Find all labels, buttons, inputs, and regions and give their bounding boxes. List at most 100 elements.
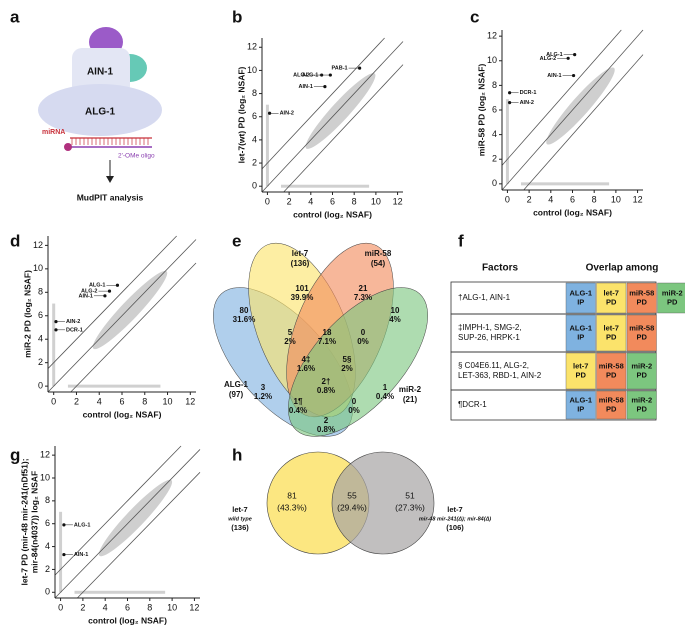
overlap-cell: [565, 390, 596, 420]
panel-letter: b: [232, 7, 242, 26]
point-cloud: [305, 73, 376, 149]
region-count: 51: [405, 490, 415, 500]
point: [103, 294, 107, 298]
set-name: miR-2: [399, 385, 422, 394]
x-tick-label: 2: [74, 396, 79, 406]
panel-letter: f: [458, 231, 464, 250]
set-circle: [331, 451, 435, 555]
region-count: 2†: [322, 377, 331, 386]
region-percent: (29.4%): [337, 502, 367, 512]
y-axis-label: let-7 PD (mir-48 mir-241(nDf51);: [19, 458, 29, 585]
x-axis-label: control (log₂ NSAF): [88, 615, 167, 625]
overlap-cell: [565, 314, 596, 352]
panel-letter: e: [232, 231, 241, 250]
factor-text: ¶DCR-1: [458, 400, 487, 409]
zero-column: [265, 104, 269, 187]
diagonal: [261, 41, 404, 193]
x-tick-label: 12: [633, 194, 643, 204]
label: ALG-1: [85, 107, 115, 118]
overlap-cell: [657, 282, 685, 314]
cell-label: miR-58: [599, 395, 624, 404]
cell-label: ALG-1: [570, 323, 593, 332]
cell-label: let-7: [573, 361, 588, 370]
cell-label: PD: [606, 370, 617, 379]
diagonal: [501, 29, 622, 166]
y-axis-label: miR-58 PD (log₂ NSAF): [476, 64, 486, 157]
y-tick-label: 8: [45, 495, 50, 505]
cell-label: let-7: [604, 323, 619, 332]
factor-text: SUP-26, HRPK-1: [458, 333, 520, 342]
region-percent: 1.2%: [254, 392, 272, 401]
point: [62, 523, 66, 527]
region-percent: 2%: [341, 364, 353, 373]
bead: [64, 143, 72, 151]
x-tick-label: 4: [97, 396, 102, 406]
set-ellipse: [288, 287, 428, 437]
y-tick-label: 2: [492, 154, 497, 164]
y-axis-label: let-7(wt) PD (log₂ NSAF): [236, 66, 246, 163]
point-label: PAB-1: [332, 66, 348, 72]
set-name: ALG-1: [224, 380, 249, 389]
region-count: 21: [359, 284, 368, 293]
x-tick-label: 8: [147, 602, 152, 612]
region-count: 2: [324, 416, 329, 425]
factor-text: ‡IMPH-1, SMG-2,: [458, 323, 522, 332]
point-label: AIN-1: [79, 293, 93, 299]
cell-label: let-7: [604, 288, 619, 297]
region-count: 55: [347, 490, 357, 500]
factor-text: § C04E6.11, ALG-2,: [458, 361, 529, 370]
region-percent: (27.3%): [395, 502, 425, 512]
x-tick-label: 10: [163, 396, 173, 406]
region-count: 1¶: [294, 397, 303, 406]
overlap-cell: [596, 314, 627, 352]
y-tick-label: 2: [45, 564, 50, 574]
region-percent: 1.6%: [297, 364, 315, 373]
y-tick-label: 12: [33, 240, 43, 250]
set-label: let-7: [447, 505, 462, 514]
cell-label: miR-58: [599, 361, 624, 370]
cell-label: miR-58: [629, 288, 654, 297]
y-tick-label: 12: [247, 42, 257, 52]
x-tick-label: 12: [185, 396, 195, 406]
point-label: ALG-1: [74, 522, 91, 528]
panel-letter: d: [10, 231, 20, 250]
point-label: ALG-2: [81, 289, 98, 295]
x-tick-label: 4: [548, 194, 553, 204]
x-tick-label: 6: [570, 194, 575, 204]
region-percent: 31.6%: [233, 315, 256, 324]
y-tick-label: 4: [45, 541, 50, 551]
set-count: (54): [371, 259, 386, 268]
region-percent: (43.3%): [277, 502, 307, 512]
point-label: AIN-2: [520, 100, 534, 106]
y-tick-label: 2: [38, 357, 43, 367]
overlap-cell: [626, 390, 657, 420]
cell-label: miR-58: [629, 323, 654, 332]
x-tick-label: 6: [330, 196, 335, 206]
point-cloud: [92, 270, 168, 350]
point: [115, 283, 120, 287]
region-count: 80: [240, 306, 249, 315]
zero-column: [52, 303, 56, 387]
y-tick-label: 10: [40, 472, 50, 482]
set-name: let-7: [292, 249, 309, 258]
diagonal: [47, 239, 197, 393]
cell-label: ALG-1: [570, 288, 593, 297]
point: [54, 328, 58, 332]
y-tick-label: 10: [487, 55, 497, 65]
x-tick-label: 4: [308, 196, 313, 206]
point-label: ALG-2: [540, 56, 557, 62]
point-cloud: [546, 67, 615, 145]
point-label: DCR-1: [66, 327, 83, 333]
point: [62, 552, 66, 557]
cell-label: PD: [576, 370, 587, 379]
y-tick-label: 4: [492, 129, 497, 139]
cell-label: PD: [637, 404, 648, 413]
overlap-cell: [596, 390, 627, 420]
y-tick-label: 0: [45, 587, 50, 597]
y-axis-label: mir-84(n4037)) log₂ NSAF: [29, 471, 39, 574]
region-count: 10: [391, 306, 400, 315]
cell-label: PD: [637, 370, 648, 379]
x-axis-label: control (log₂ NSAF): [533, 207, 612, 217]
region-count: 5§: [343, 355, 352, 364]
region-count: 101: [295, 284, 309, 293]
